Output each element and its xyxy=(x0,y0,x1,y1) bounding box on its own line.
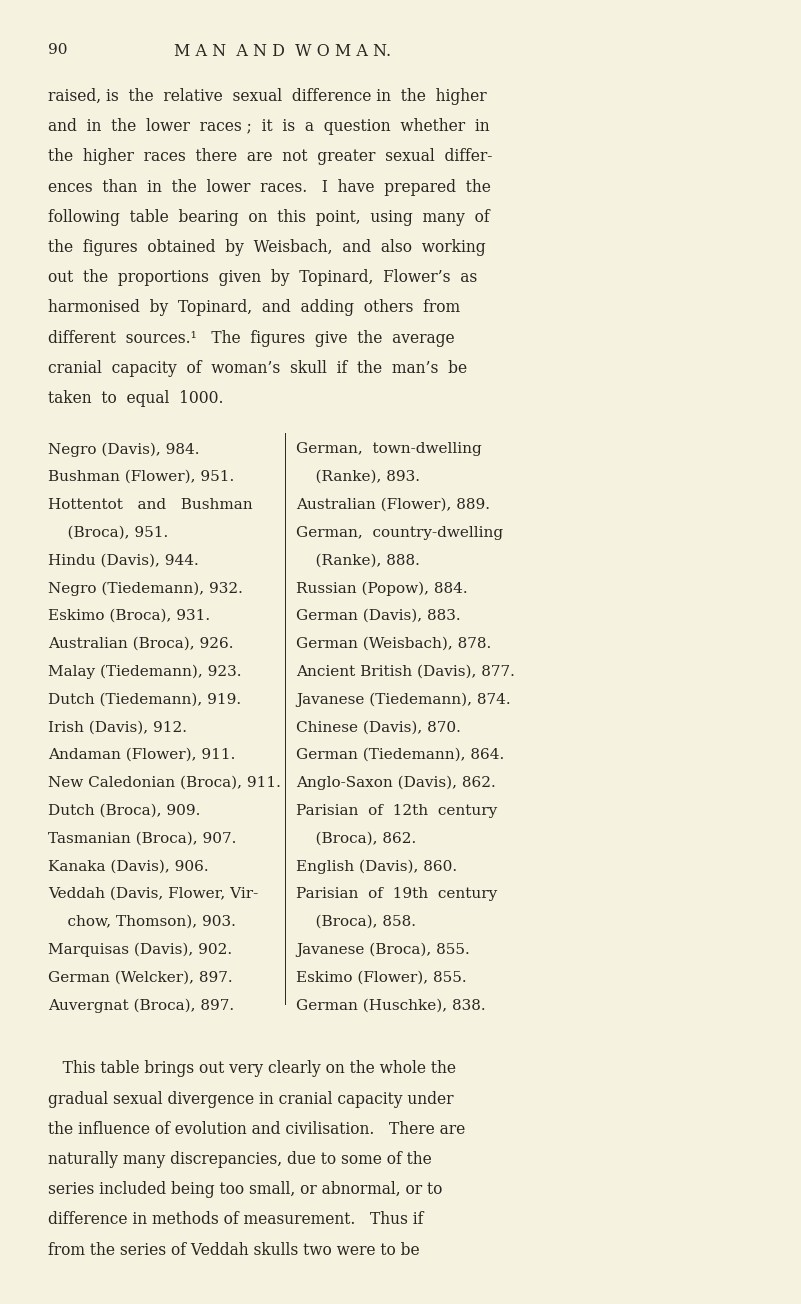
Text: different  sources.¹   The  figures  give  the  average: different sources.¹ The figures give the… xyxy=(48,330,455,347)
Text: ences  than  in  the  lower  races.   I  have  prepared  the: ences than in the lower races. I have pr… xyxy=(48,179,491,196)
Text: New Caledonian (Broca), 911.: New Caledonian (Broca), 911. xyxy=(48,776,281,790)
Text: Kanaka (Davis), 906.: Kanaka (Davis), 906. xyxy=(48,859,208,874)
Text: Auvergnat (Broca), 897.: Auvergnat (Broca), 897. xyxy=(48,999,234,1013)
Text: Chinese (Davis), 870.: Chinese (Davis), 870. xyxy=(296,720,461,734)
Text: (Ranke), 893.: (Ranke), 893. xyxy=(296,471,421,484)
Text: Negro (Tiedemann), 932.: Negro (Tiedemann), 932. xyxy=(48,582,243,596)
Text: naturally many discrepancies, due to some of the: naturally many discrepancies, due to som… xyxy=(48,1151,432,1168)
Text: German (Welcker), 897.: German (Welcker), 897. xyxy=(48,970,232,985)
Text: German (Huschke), 838.: German (Huschke), 838. xyxy=(296,999,486,1012)
Text: cranial  capacity  of  woman’s  skull  if  the  man’s  be: cranial capacity of woman’s skull if the… xyxy=(48,360,467,377)
Text: Tasmanian (Broca), 907.: Tasmanian (Broca), 907. xyxy=(48,832,236,845)
Text: This table brings out very clearly on the whole the: This table brings out very clearly on th… xyxy=(48,1060,456,1077)
Text: Ancient British (Davis), 877.: Ancient British (Davis), 877. xyxy=(296,665,515,679)
Text: German,  country-dwelling: German, country-dwelling xyxy=(296,526,504,540)
Text: Australian (Flower), 889.: Australian (Flower), 889. xyxy=(296,498,490,512)
Text: Hindu (Davis), 944.: Hindu (Davis), 944. xyxy=(48,554,199,567)
Text: the  figures  obtained  by  Weisbach,  and  also  working: the figures obtained by Weisbach, and al… xyxy=(48,239,485,256)
Text: Marquisas (Davis), 902.: Marquisas (Davis), 902. xyxy=(48,943,232,957)
Text: series included being too small, or abnormal, or to: series included being too small, or abno… xyxy=(48,1181,442,1198)
Text: Negro (Davis), 984.: Negro (Davis), 984. xyxy=(48,442,199,456)
Text: Eskimo (Broca), 931.: Eskimo (Broca), 931. xyxy=(48,609,210,623)
Text: Dutch (Broca), 909.: Dutch (Broca), 909. xyxy=(48,803,200,818)
Text: 90: 90 xyxy=(48,43,67,56)
Text: German (Weisbach), 878.: German (Weisbach), 878. xyxy=(296,636,492,651)
Text: the  higher  races  there  are  not  greater  sexual  differ-: the higher races there are not greater s… xyxy=(48,149,493,166)
Text: out  the  proportions  given  by  Topinard,  Flower’s  as: out the proportions given by Topinard, F… xyxy=(48,269,477,286)
Text: Anglo-Saxon (Davis), 862.: Anglo-Saxon (Davis), 862. xyxy=(296,776,497,790)
Text: Dutch (Tiedemann), 919.: Dutch (Tiedemann), 919. xyxy=(48,692,241,707)
Text: harmonised  by  Topinard,  and  adding  others  from: harmonised by Topinard, and adding other… xyxy=(48,300,460,317)
Text: (Ranke), 888.: (Ranke), 888. xyxy=(296,554,421,567)
Text: Russian (Popow), 884.: Russian (Popow), 884. xyxy=(296,582,468,596)
Text: M A N  A N D  W O M A N.: M A N A N D W O M A N. xyxy=(174,43,391,60)
Text: raised, is  the  relative  sexual  difference in  the  higher: raised, is the relative sexual differenc… xyxy=(48,87,487,104)
Text: Javanese (Broca), 855.: Javanese (Broca), 855. xyxy=(296,943,470,957)
Text: Andaman (Flower), 911.: Andaman (Flower), 911. xyxy=(48,748,235,762)
Text: Parisian  of  19th  century: Parisian of 19th century xyxy=(296,887,497,901)
Text: (Broca), 951.: (Broca), 951. xyxy=(48,526,168,540)
Text: the influence of evolution and civilisation.   There are: the influence of evolution and civilisat… xyxy=(48,1120,465,1138)
Text: gradual sexual divergence in cranial capacity under: gradual sexual divergence in cranial cap… xyxy=(48,1090,453,1107)
Text: from the series of Veddah skulls two were to be: from the series of Veddah skulls two wer… xyxy=(48,1241,420,1258)
Text: taken  to  equal  1000.: taken to equal 1000. xyxy=(48,390,223,407)
Text: difference in methods of measurement.   Thus if: difference in methods of measurement. Th… xyxy=(48,1211,424,1228)
Text: (Broca), 862.: (Broca), 862. xyxy=(296,832,417,845)
Text: Australian (Broca), 926.: Australian (Broca), 926. xyxy=(48,636,234,651)
Text: German (Tiedemann), 864.: German (Tiedemann), 864. xyxy=(296,748,505,762)
Text: following  table  bearing  on  this  point,  using  many  of: following table bearing on this point, u… xyxy=(48,209,489,226)
Text: chow, Thomson), 903.: chow, Thomson), 903. xyxy=(48,915,235,928)
Text: Malay (Tiedemann), 923.: Malay (Tiedemann), 923. xyxy=(48,665,242,679)
Text: English (Davis), 860.: English (Davis), 860. xyxy=(296,859,457,874)
Text: German (Davis), 883.: German (Davis), 883. xyxy=(296,609,461,623)
Text: German,  town-dwelling: German, town-dwelling xyxy=(296,442,482,456)
Text: Irish (Davis), 912.: Irish (Davis), 912. xyxy=(48,720,187,734)
Text: Veddah (Davis, Flower, Vir-: Veddah (Davis, Flower, Vir- xyxy=(48,887,258,901)
Text: Hottentot   and   Bushman: Hottentot and Bushman xyxy=(48,498,252,512)
Text: Eskimo (Flower), 855.: Eskimo (Flower), 855. xyxy=(296,970,467,985)
Text: Parisian  of  12th  century: Parisian of 12th century xyxy=(296,803,497,818)
Text: (Broca), 858.: (Broca), 858. xyxy=(296,915,417,928)
Text: and  in  the  lower  races ;  it  is  a  question  whether  in: and in the lower races ; it is a questio… xyxy=(48,119,489,136)
Text: Bushman (Flower), 951.: Bushman (Flower), 951. xyxy=(48,471,234,484)
Text: Javanese (Tiedemann), 874.: Javanese (Tiedemann), 874. xyxy=(296,692,511,707)
